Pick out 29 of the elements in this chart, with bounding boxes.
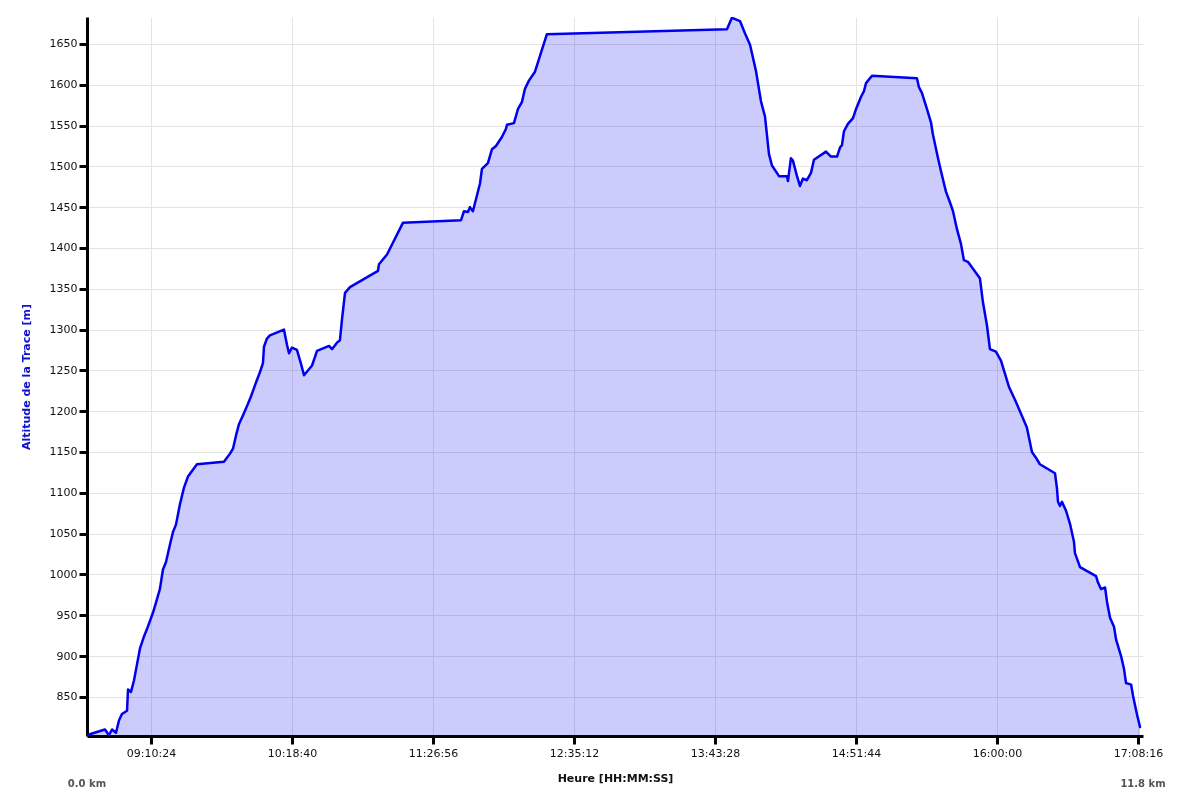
y-tick-label: 950 — [56, 608, 78, 622]
y-tick-label: 1550 — [49, 119, 78, 133]
x-tick-label: 12:35:12 — [549, 746, 600, 760]
y-tick-label: 1050 — [49, 527, 78, 541]
x-tick-label: 13:43:28 — [690, 746, 741, 760]
annotation: 11.8 km — [1120, 778, 1166, 789]
y-tick-label: 1200 — [49, 404, 78, 418]
y-tick-label: 1150 — [49, 445, 78, 459]
x-tick-label: 11:26:56 — [408, 746, 459, 760]
x-tick-label: 16:00:00 — [972, 746, 1023, 760]
annotation: 0.0 km — [67, 778, 107, 789]
x-axis-title: Heure [HH:MM:SS] — [557, 771, 674, 785]
y-axis-title: Altitude de la Trace [m] — [19, 303, 33, 451]
y-tick-label: 1500 — [49, 159, 78, 173]
y-tick-label: 1000 — [49, 567, 78, 581]
x-tick-label: 09:10:24 — [126, 746, 177, 760]
y-tick-label: 1400 — [49, 241, 78, 255]
y-tick-label: 900 — [56, 649, 78, 663]
y-tick-label: 1300 — [49, 323, 78, 337]
y-tick-label: 850 — [56, 690, 78, 704]
y-tick-label: 1350 — [49, 282, 78, 296]
x-tick-label: 14:51:44 — [831, 746, 882, 760]
x-tick-label: 17:08:16 — [1113, 746, 1164, 760]
y-tick-label: 1100 — [49, 486, 78, 500]
y-tick-label: 1600 — [49, 78, 78, 92]
y-tick-label: 1250 — [49, 363, 78, 377]
y-tick-label: 1450 — [49, 200, 78, 214]
y-tick-label: 1650 — [49, 37, 78, 51]
x-tick-label: 10:18:40 — [267, 746, 318, 760]
